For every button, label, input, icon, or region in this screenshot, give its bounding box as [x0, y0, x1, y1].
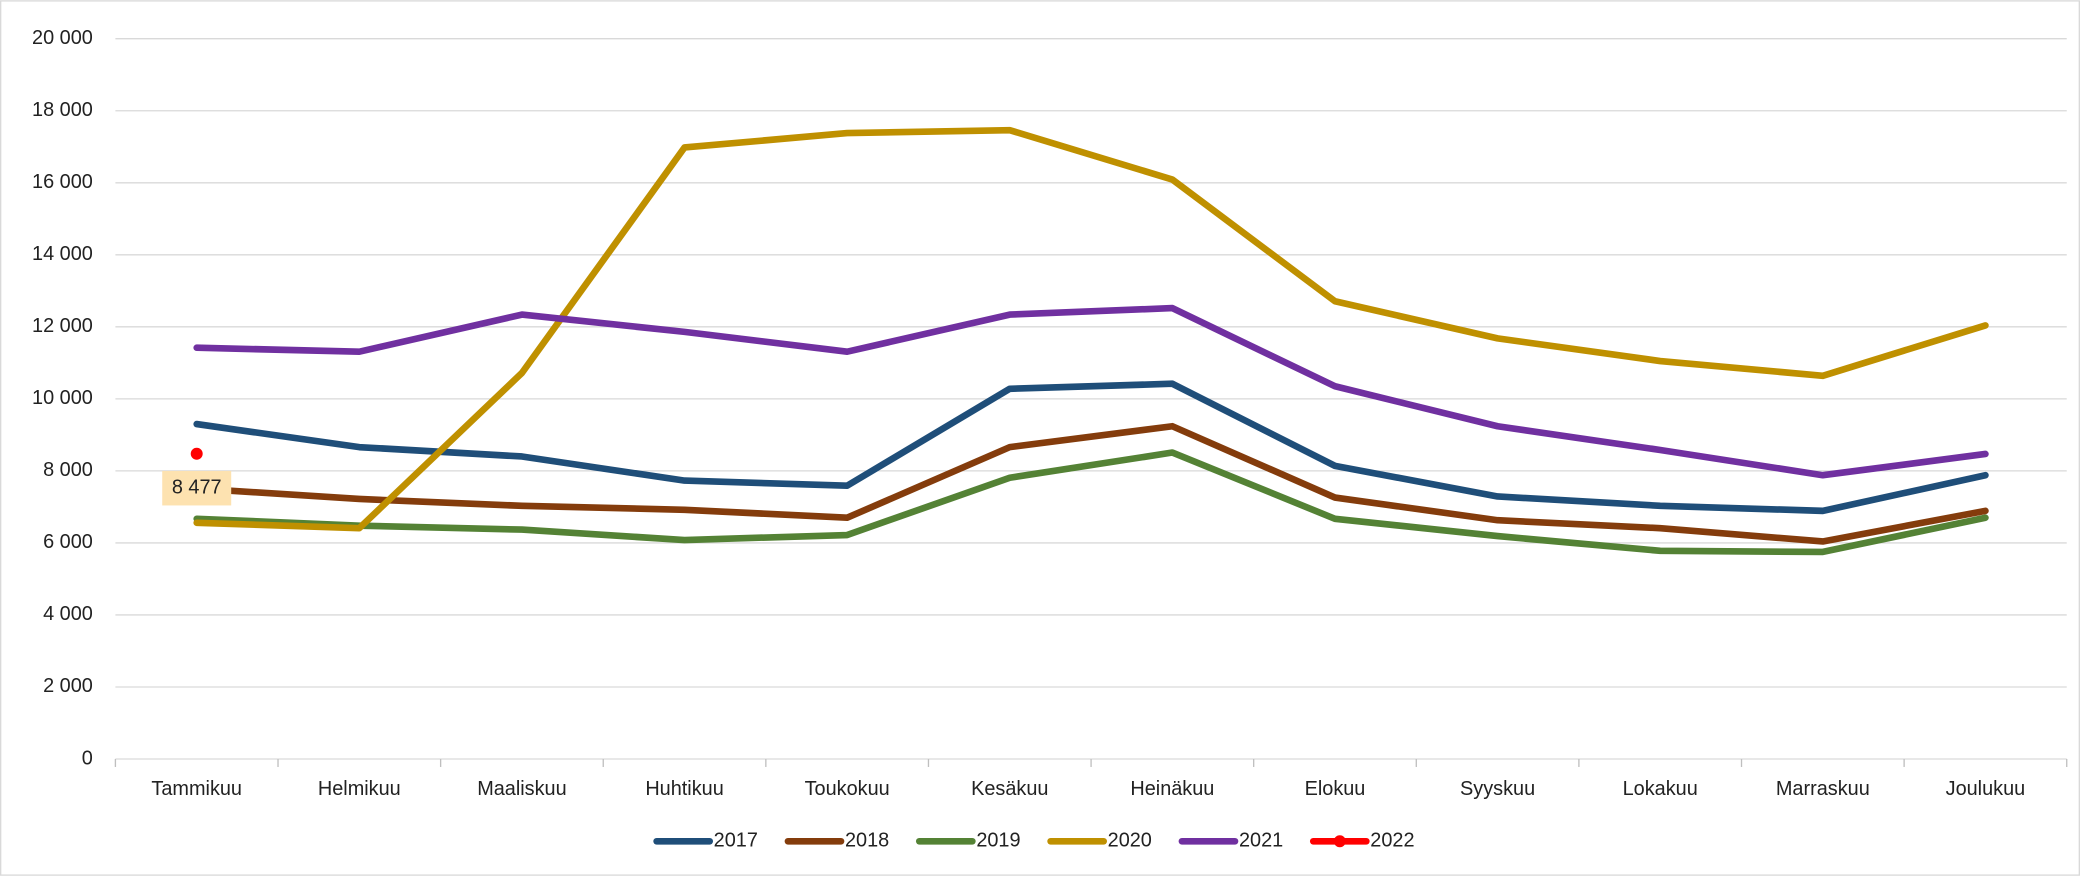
y-tick-label: 10 000: [32, 387, 93, 409]
x-tick-label: Maaliskuu: [477, 778, 566, 800]
y-tick-label: 2 000: [43, 675, 93, 697]
x-tick-label: Marraskuu: [1776, 778, 1870, 800]
x-tick-label: Joulukuu: [1946, 778, 2026, 800]
x-tick-label: Kesäkuu: [971, 778, 1048, 800]
legend-label: 2020: [1108, 830, 1152, 852]
x-tick-label: Toukokuu: [805, 778, 890, 800]
series-line: [193, 380, 1989, 515]
data-label-box: [162, 470, 232, 506]
y-tick-label: 8 000: [43, 459, 93, 481]
x-tick-label: Heinäkuu: [1130, 778, 1214, 800]
legend-marker: [1333, 835, 1346, 848]
legend-label: 2019: [976, 830, 1020, 852]
legend-label: 2018: [845, 830, 889, 852]
y-tick-label: 4 000: [43, 603, 93, 625]
point-marker: [190, 447, 203, 460]
legend-label: 2022: [1370, 830, 1414, 852]
y-tick-label: 16 000: [32, 171, 93, 193]
y-tick-label: 6 000: [43, 531, 93, 553]
series-line: [193, 449, 1989, 556]
x-tick-label: Helmikuu: [318, 778, 401, 800]
x-tick-label: Lokakuu: [1623, 778, 1698, 800]
series-line: [193, 304, 1989, 479]
legend-label: 2017: [714, 830, 758, 852]
series-line: [193, 422, 1989, 545]
x-tick-label: Elokuu: [1305, 778, 1366, 800]
y-tick-label: 14 000: [32, 243, 93, 265]
y-tick-label: 20 000: [32, 27, 93, 49]
x-tick-label: Syyskuu: [1460, 778, 1535, 800]
data-label: 8 477: [172, 476, 222, 498]
series-line: [193, 126, 1989, 532]
y-tick-label: 0: [82, 747, 93, 769]
x-tick-label: Tammikuu: [151, 778, 242, 800]
y-tick-label: 18 000: [32, 99, 93, 121]
x-tick-label: Huhtikuu: [645, 778, 723, 800]
y-tick-label: 12 000: [32, 315, 93, 337]
legend-label: 2021: [1239, 830, 1283, 852]
